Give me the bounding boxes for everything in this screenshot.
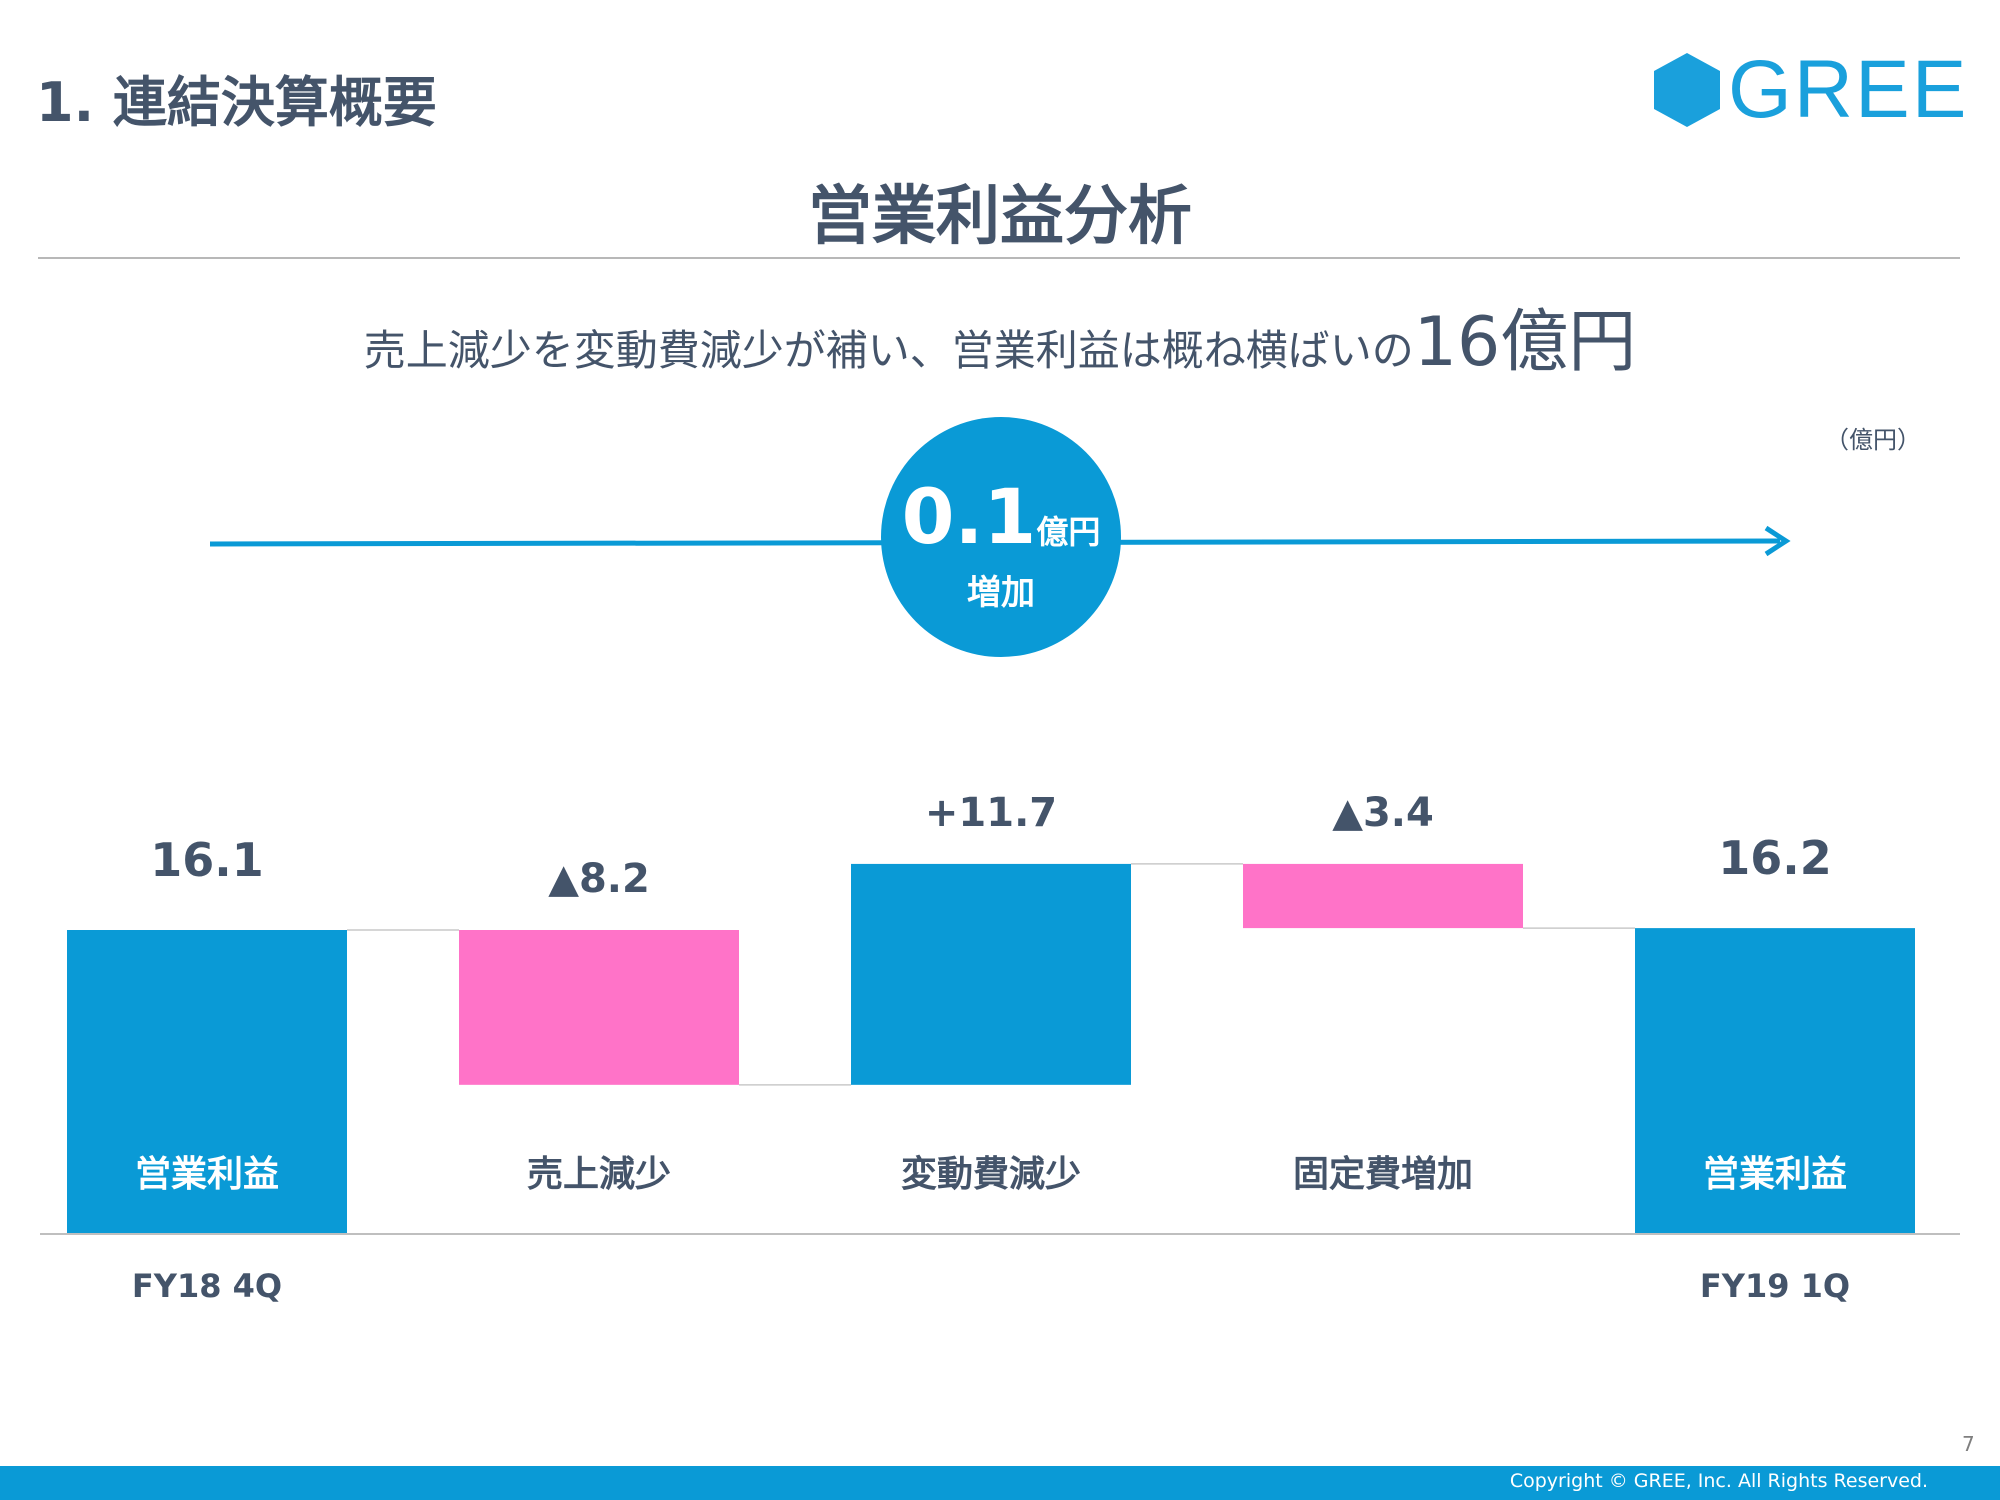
subtitle-text: 売上減少を変動費減少が補い、営業利益は概ね横ばいの (363, 326, 1414, 375)
gree-logo: GREE (1652, 44, 1969, 135)
bar-3 (851, 863, 1131, 1085)
value-label-2: ▲8.2 (548, 856, 650, 902)
badge-value: 0.1 (901, 472, 1037, 561)
period-label-1: FY18 4Q (132, 1267, 282, 1305)
period-label-5: FY19 1Q (1700, 1267, 1850, 1305)
value-label-4: ▲3.4 (1332, 790, 1434, 836)
value-label-1: 16.1 (150, 833, 264, 887)
category-label-4: 固定費増加 (1293, 1154, 1473, 1195)
badge-unit: 億円 (1036, 513, 1101, 551)
badge-direction: 増加 (967, 573, 1035, 613)
category-label-1: 営業利益 (135, 1154, 279, 1195)
subtitle-value: 16億円 (1413, 303, 1637, 382)
subtitle: 売上減少を変動費減少が補い、営業利益は概ね横ばいの16億円 (0, 286, 2000, 385)
category-label-5: 営業利益 (1703, 1154, 1847, 1195)
bar-4 (1243, 863, 1523, 929)
bar-5 (1635, 928, 1915, 1234)
category-label-3: 変動費減少 (901, 1153, 1081, 1195)
bar-1 (67, 930, 347, 1234)
section-title: 1. 連結決算概要 (36, 71, 437, 134)
hexagon-logo-icon (1654, 53, 1720, 127)
value-label-3: +11.7 (925, 790, 1057, 836)
footer-bar: Copyright © GREE, Inc. All Rights Reserv… (0, 1466, 2000, 1500)
value-label-5: 16.2 (1718, 831, 1832, 885)
logo-text: GREE (1728, 44, 1969, 135)
category-label-2: 売上減少 (527, 1154, 671, 1195)
bar-2 (459, 930, 739, 1085)
unit-label: （億円） (1825, 426, 1921, 454)
slide-title: 営業利益分析 (808, 180, 1192, 254)
title-divider (38, 257, 1960, 259)
change-badge: 0.1億円 増加 (881, 417, 1121, 657)
copyright: Copyright © GREE, Inc. All Rights Reserv… (1509, 1470, 1928, 1492)
waterfall-chart: 16.1 営業利益 FY18 4Q ▲8.2 売上減少 +11.7 変動費減少 ▲3.4 固定費… (40, 525, 1960, 1305)
page-number: 7 (1962, 1432, 1975, 1456)
badge-value-row: 0.1億円 (881, 479, 1121, 555)
arrow-head-icon (1764, 525, 1791, 557)
